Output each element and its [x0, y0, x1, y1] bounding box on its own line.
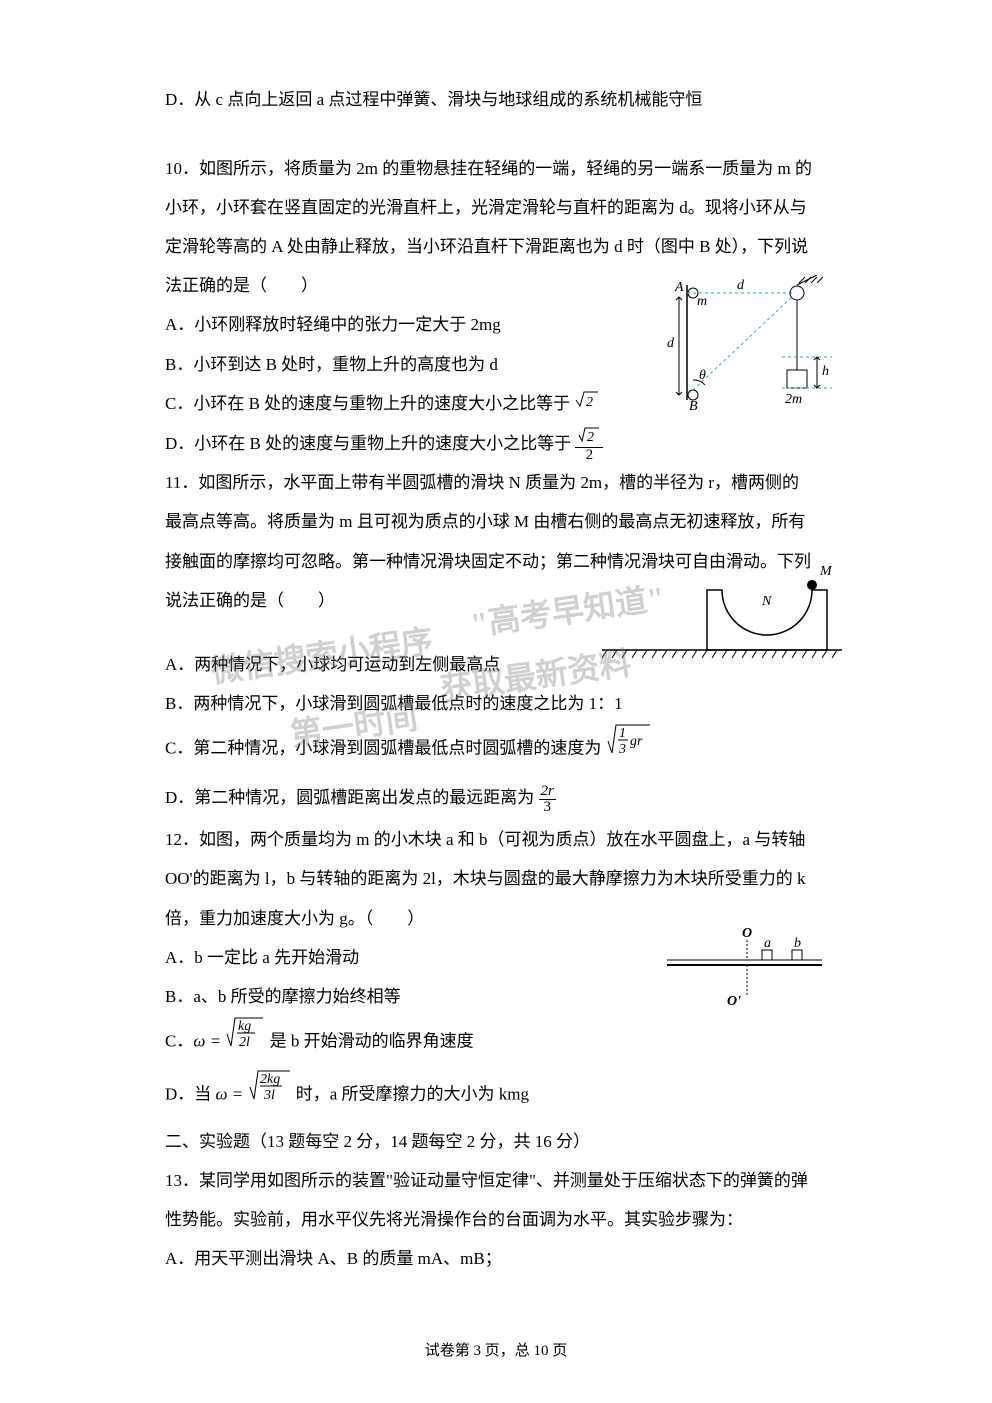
label-h: h: [822, 364, 829, 379]
q12-option-c-pre: C．: [165, 1031, 193, 1050]
q11-option-d-text: D．第二种情况，圆弧槽距离出发点的最远距离为: [165, 788, 539, 807]
frac-sqrt2-over-2: 22: [575, 427, 603, 463]
q12-option-d-post: 时，a 所受摩擦力的大小为 kmg: [292, 1084, 530, 1103]
svg-text:2l: 2l: [239, 1035, 250, 1050]
q13-step-a: A．用天平测出滑块 A、B 的质量 mA、mB；: [165, 1239, 827, 1278]
svg-text:kg: kg: [238, 1019, 251, 1034]
sqrt-1-3-gr: 13 gr: [606, 723, 652, 776]
label-theta: θ: [699, 368, 706, 383]
svg-text:2: 2: [587, 430, 594, 443]
q12-option-d: D．当 ω = 2kg3l 时，a 所受摩擦力的大小为 kmg: [165, 1069, 827, 1122]
sqrt-kg-2l: kg2l: [225, 1016, 265, 1069]
sqrt-2kg-3l: 2kg3l: [248, 1069, 292, 1122]
q11-stem-1: 11．如图所示，水平面上带有半圆弧槽的滑块 N 质量为 2m，槽的半径为 r，槽…: [165, 463, 827, 502]
label-b: b: [794, 936, 801, 951]
q10-option-c-text: C．小环在 B 处的速度与重物上升的速度大小之比等于: [165, 394, 574, 413]
svg-text:3l: 3l: [263, 1088, 275, 1103]
label-a: a: [764, 936, 771, 951]
svg-text:2: 2: [586, 395, 593, 410]
q12-option-c-post: 是 b 开始滑动的临界角速度: [265, 1031, 473, 1050]
q11-option-b: B．两种情况下，小球滑到圆弧槽最低点时的速度之比为 1：1: [165, 684, 827, 723]
label-d-top: d: [737, 278, 745, 293]
q11-option-c-text: C．第二种情况，小球滑到圆弧槽最低点时圆弧槽的速度为: [165, 738, 606, 757]
section-2-header: 二、实验题（13 题每空 2 分，14 题每空 2 分，共 16 分）: [165, 1122, 827, 1161]
page-footer: 试卷第 3 页，总 10 页: [0, 1334, 992, 1369]
sqrt-2-icon: 2: [574, 385, 600, 424]
q10-option-d: D．小环在 B 处的速度与重物上升的速度大小之比等于 22: [165, 424, 827, 463]
q13-stem-2: 性势能。实验前，用水平仪先将光滑操作台的台面调为水平。其实验步骤为：: [165, 1200, 827, 1239]
q10-diagram: A m d 2m h d B θ: [667, 275, 837, 410]
label-m: m: [697, 294, 707, 309]
q11-diagram: M N: [602, 555, 842, 665]
q10-option-d-text: D．小环在 B 处的速度与重物上升的速度大小之比等于: [165, 434, 575, 453]
label-Op: O': [727, 994, 741, 1009]
label-2m: 2m: [785, 392, 802, 407]
label-M: M: [819, 564, 833, 579]
omega-symbol-2: ω =: [216, 1084, 248, 1103]
svg-text:2kg: 2kg: [260, 1072, 280, 1087]
q9-option-d: D．从 c 点向上返回 a 点过程中弹簧、滑块与地球组成的系统机械能守恒: [165, 80, 827, 119]
q12-option-c: C．ω = kg2l 是 b 开始滑动的临界角速度: [165, 1016, 827, 1069]
q11-stem-2: 最高点等高。将质量为 m 且可视为质点的小球 M 由槽右侧的最高点无初速释放，所…: [165, 502, 827, 541]
omega-symbol: ω =: [193, 1031, 225, 1050]
q10-stem-1: 10．如图所示，将质量为 2m 的重物悬挂在轻绳的一端，轻绳的另一端系一质量为 …: [165, 149, 827, 188]
q10-stem-2: 小环，小环套在竖直固定的光滑直杆上，光滑定滑轮与直杆的距离为 d。现将小环从与: [165, 188, 827, 227]
q12-stem-1: 12．如图，两个质量均为 m 的小木块 a 和 b（可视为质点）放在水平圆盘上，…: [165, 820, 827, 859]
label-A: A: [674, 280, 684, 295]
q11-option-c: C．第二种情况，小球滑到圆弧槽最低点时圆弧槽的速度为 13 gr: [165, 723, 827, 776]
frac-2r-over-3: 2r3: [539, 784, 556, 815]
q12-option-d-pre: D．当: [165, 1084, 216, 1103]
q11-option-d: D．第二种情况，圆弧槽距离出发点的最远距离为 2r3: [165, 776, 827, 820]
label-O: O: [742, 926, 752, 941]
label-d-left: d: [667, 336, 675, 351]
q10-stem-3: 定滑轮等高的 A 处由静止释放，当小环沿直杆下滑距离也为 d 时（图中 B 处）…: [165, 227, 827, 266]
q12-diagram: O a b O': [667, 925, 822, 1015]
svg-text:1: 1: [619, 726, 626, 741]
svg-text:3: 3: [618, 742, 626, 757]
q12-stem-2: OO'的距离为 l，b 与转轴的距离为 2l，木块与圆盘的最大静摩擦力为木块所受…: [165, 859, 827, 898]
q13-stem-1: 13．某同学用如图所示的装置"验证动量守恒定律"、并测量处于压缩状态下的弹簧的弹: [165, 1161, 827, 1200]
label-N: N: [761, 594, 772, 609]
svg-text:gr: gr: [630, 734, 643, 749]
exam-page: D．从 c 点向上返回 a 点过程中弹簧、滑块与地球组成的系统机械能守恒 10．…: [0, 0, 992, 1403]
label-B: B: [689, 399, 698, 410]
